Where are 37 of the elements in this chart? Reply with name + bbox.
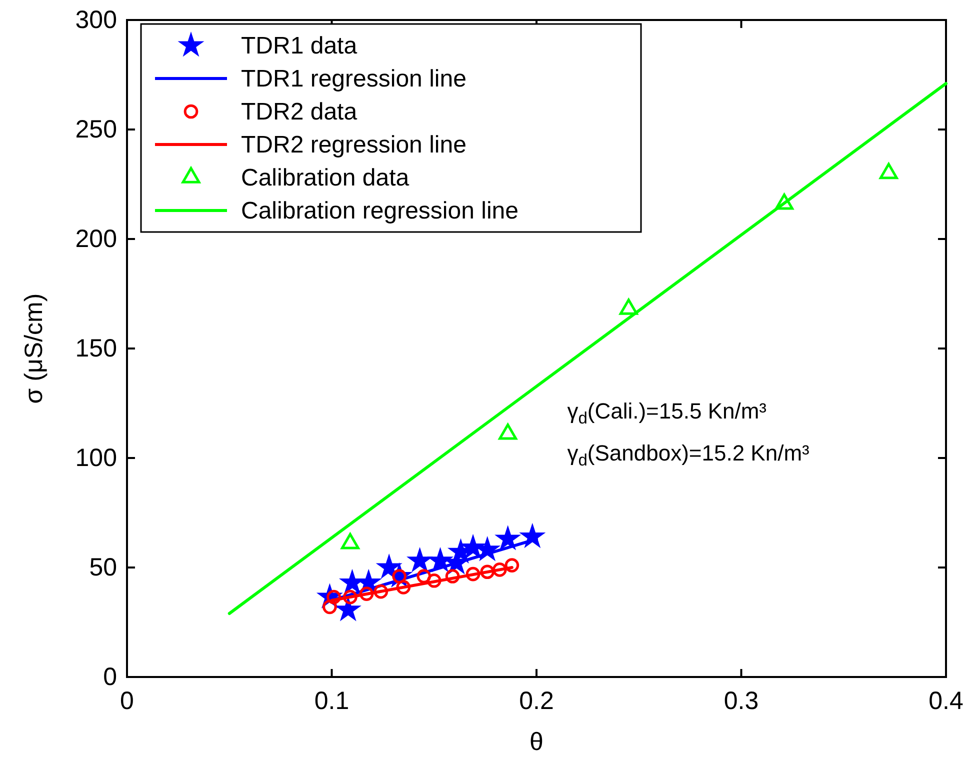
point (416, 569, 432, 584)
legend-label: Calibration regression line (241, 198, 518, 224)
x-axis-title: θ (530, 728, 544, 756)
point (322, 600, 337, 614)
point (466, 566, 480, 582)
annotation: γ$_{d}$(Sandbox)=15.2 Kn/m³ (567, 440, 810, 470)
y-tick-label: 50 (89, 554, 117, 582)
x-tick-label: 0.3 (724, 686, 759, 715)
y-tick-label: 0 (103, 663, 117, 691)
point (498, 423, 518, 440)
point (619, 298, 638, 315)
point (775, 194, 794, 210)
point (374, 584, 388, 599)
legend-label: Calibration data (241, 164, 410, 192)
legend-label: TDR1 data (241, 32, 358, 60)
point (396, 580, 411, 594)
annotation: γ$_{d}$(Cali.)=15.5 Kn/m³ (567, 398, 767, 428)
y-tick-label: 300 (75, 6, 117, 34)
point (359, 586, 374, 601)
x-tick-label: 0.1 (314, 686, 350, 715)
legend-label: TDR2 regression line (241, 132, 466, 158)
legend-label: TDR1 regression line (241, 66, 466, 92)
y-tick-label: 250 (75, 116, 117, 144)
point (480, 564, 495, 580)
legend-label: TDR2 data (241, 98, 358, 126)
point (426, 573, 442, 588)
point (492, 562, 507, 577)
y-tick-label: 200 (75, 225, 117, 253)
x-tick-label: 0.2 (519, 686, 554, 715)
x-tick-label: 0.4 (928, 686, 964, 715)
point (343, 590, 358, 604)
y-axis-title: σ (μS/cm) (20, 293, 48, 404)
y-tick-label: 150 (75, 334, 117, 362)
point (445, 569, 460, 584)
point (504, 558, 520, 572)
point (879, 162, 898, 180)
y-tick-label: 100 (75, 444, 117, 472)
